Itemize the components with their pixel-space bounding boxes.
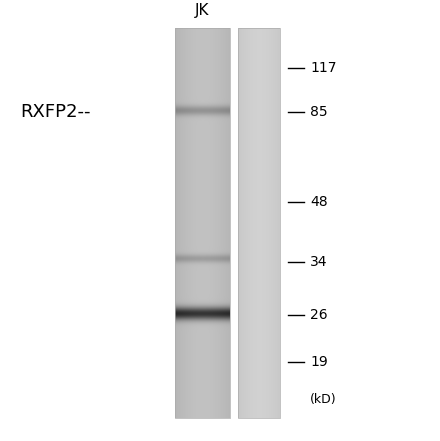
Bar (238, 28, 280, 418)
Bar (175, 28, 230, 418)
Text: RXFP2--: RXFP2-- (20, 103, 91, 121)
Text: 34: 34 (310, 255, 327, 269)
Text: 117: 117 (310, 61, 337, 75)
Text: 19: 19 (310, 355, 328, 369)
Text: 48: 48 (310, 195, 328, 209)
Text: 26: 26 (310, 308, 328, 322)
Text: JK: JK (195, 3, 209, 18)
Text: (kD): (kD) (310, 393, 337, 407)
Text: 85: 85 (310, 105, 328, 119)
